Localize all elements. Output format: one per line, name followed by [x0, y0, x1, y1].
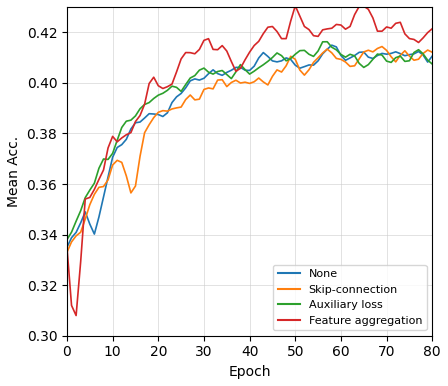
Auxiliary loss — [366, 62, 371, 67]
None — [384, 52, 389, 56]
None — [265, 54, 271, 59]
Auxiliary loss — [384, 59, 389, 63]
Feature aggregation — [343, 27, 348, 32]
Feature aggregation — [370, 15, 375, 20]
Auxiliary loss — [397, 54, 403, 58]
Line: Auxiliary loss: Auxiliary loss — [67, 42, 432, 240]
Auxiliary loss — [265, 59, 271, 64]
Skip-connection — [430, 50, 435, 54]
Feature aggregation — [270, 24, 275, 29]
Skip-connection — [334, 56, 339, 61]
Auxiliary loss — [324, 39, 330, 44]
Auxiliary loss — [430, 62, 435, 66]
Line: None: None — [67, 45, 432, 247]
Line: Skip-connection: Skip-connection — [67, 47, 432, 252]
Line: Feature aggregation: Feature aggregation — [67, 6, 432, 315]
Auxiliary loss — [338, 52, 344, 57]
Y-axis label: Mean Acc.: Mean Acc. — [7, 136, 21, 207]
Skip-connection — [265, 83, 271, 87]
Skip-connection — [64, 250, 69, 255]
Skip-connection — [397, 53, 403, 58]
Feature aggregation — [430, 26, 435, 31]
Legend: None, Skip-connection, Auxiliary loss, Feature aggregation: None, Skip-connection, Auxiliary loss, F… — [273, 265, 426, 330]
Skip-connection — [361, 50, 366, 54]
None — [64, 245, 69, 250]
Feature aggregation — [73, 313, 79, 318]
Feature aggregation — [402, 32, 408, 36]
Feature aggregation — [388, 26, 394, 30]
Feature aggregation — [302, 24, 307, 29]
None — [293, 63, 298, 68]
Feature aggregation — [64, 245, 69, 250]
Feature aggregation — [293, 3, 298, 8]
Skip-connection — [379, 44, 385, 49]
Skip-connection — [384, 48, 389, 52]
None — [430, 54, 435, 58]
Auxiliary loss — [64, 237, 69, 242]
None — [366, 55, 371, 59]
None — [329, 43, 335, 47]
Auxiliary loss — [293, 52, 298, 57]
None — [397, 51, 403, 56]
None — [338, 53, 344, 58]
X-axis label: Epoch: Epoch — [228, 365, 271, 379]
Skip-connection — [293, 57, 298, 62]
